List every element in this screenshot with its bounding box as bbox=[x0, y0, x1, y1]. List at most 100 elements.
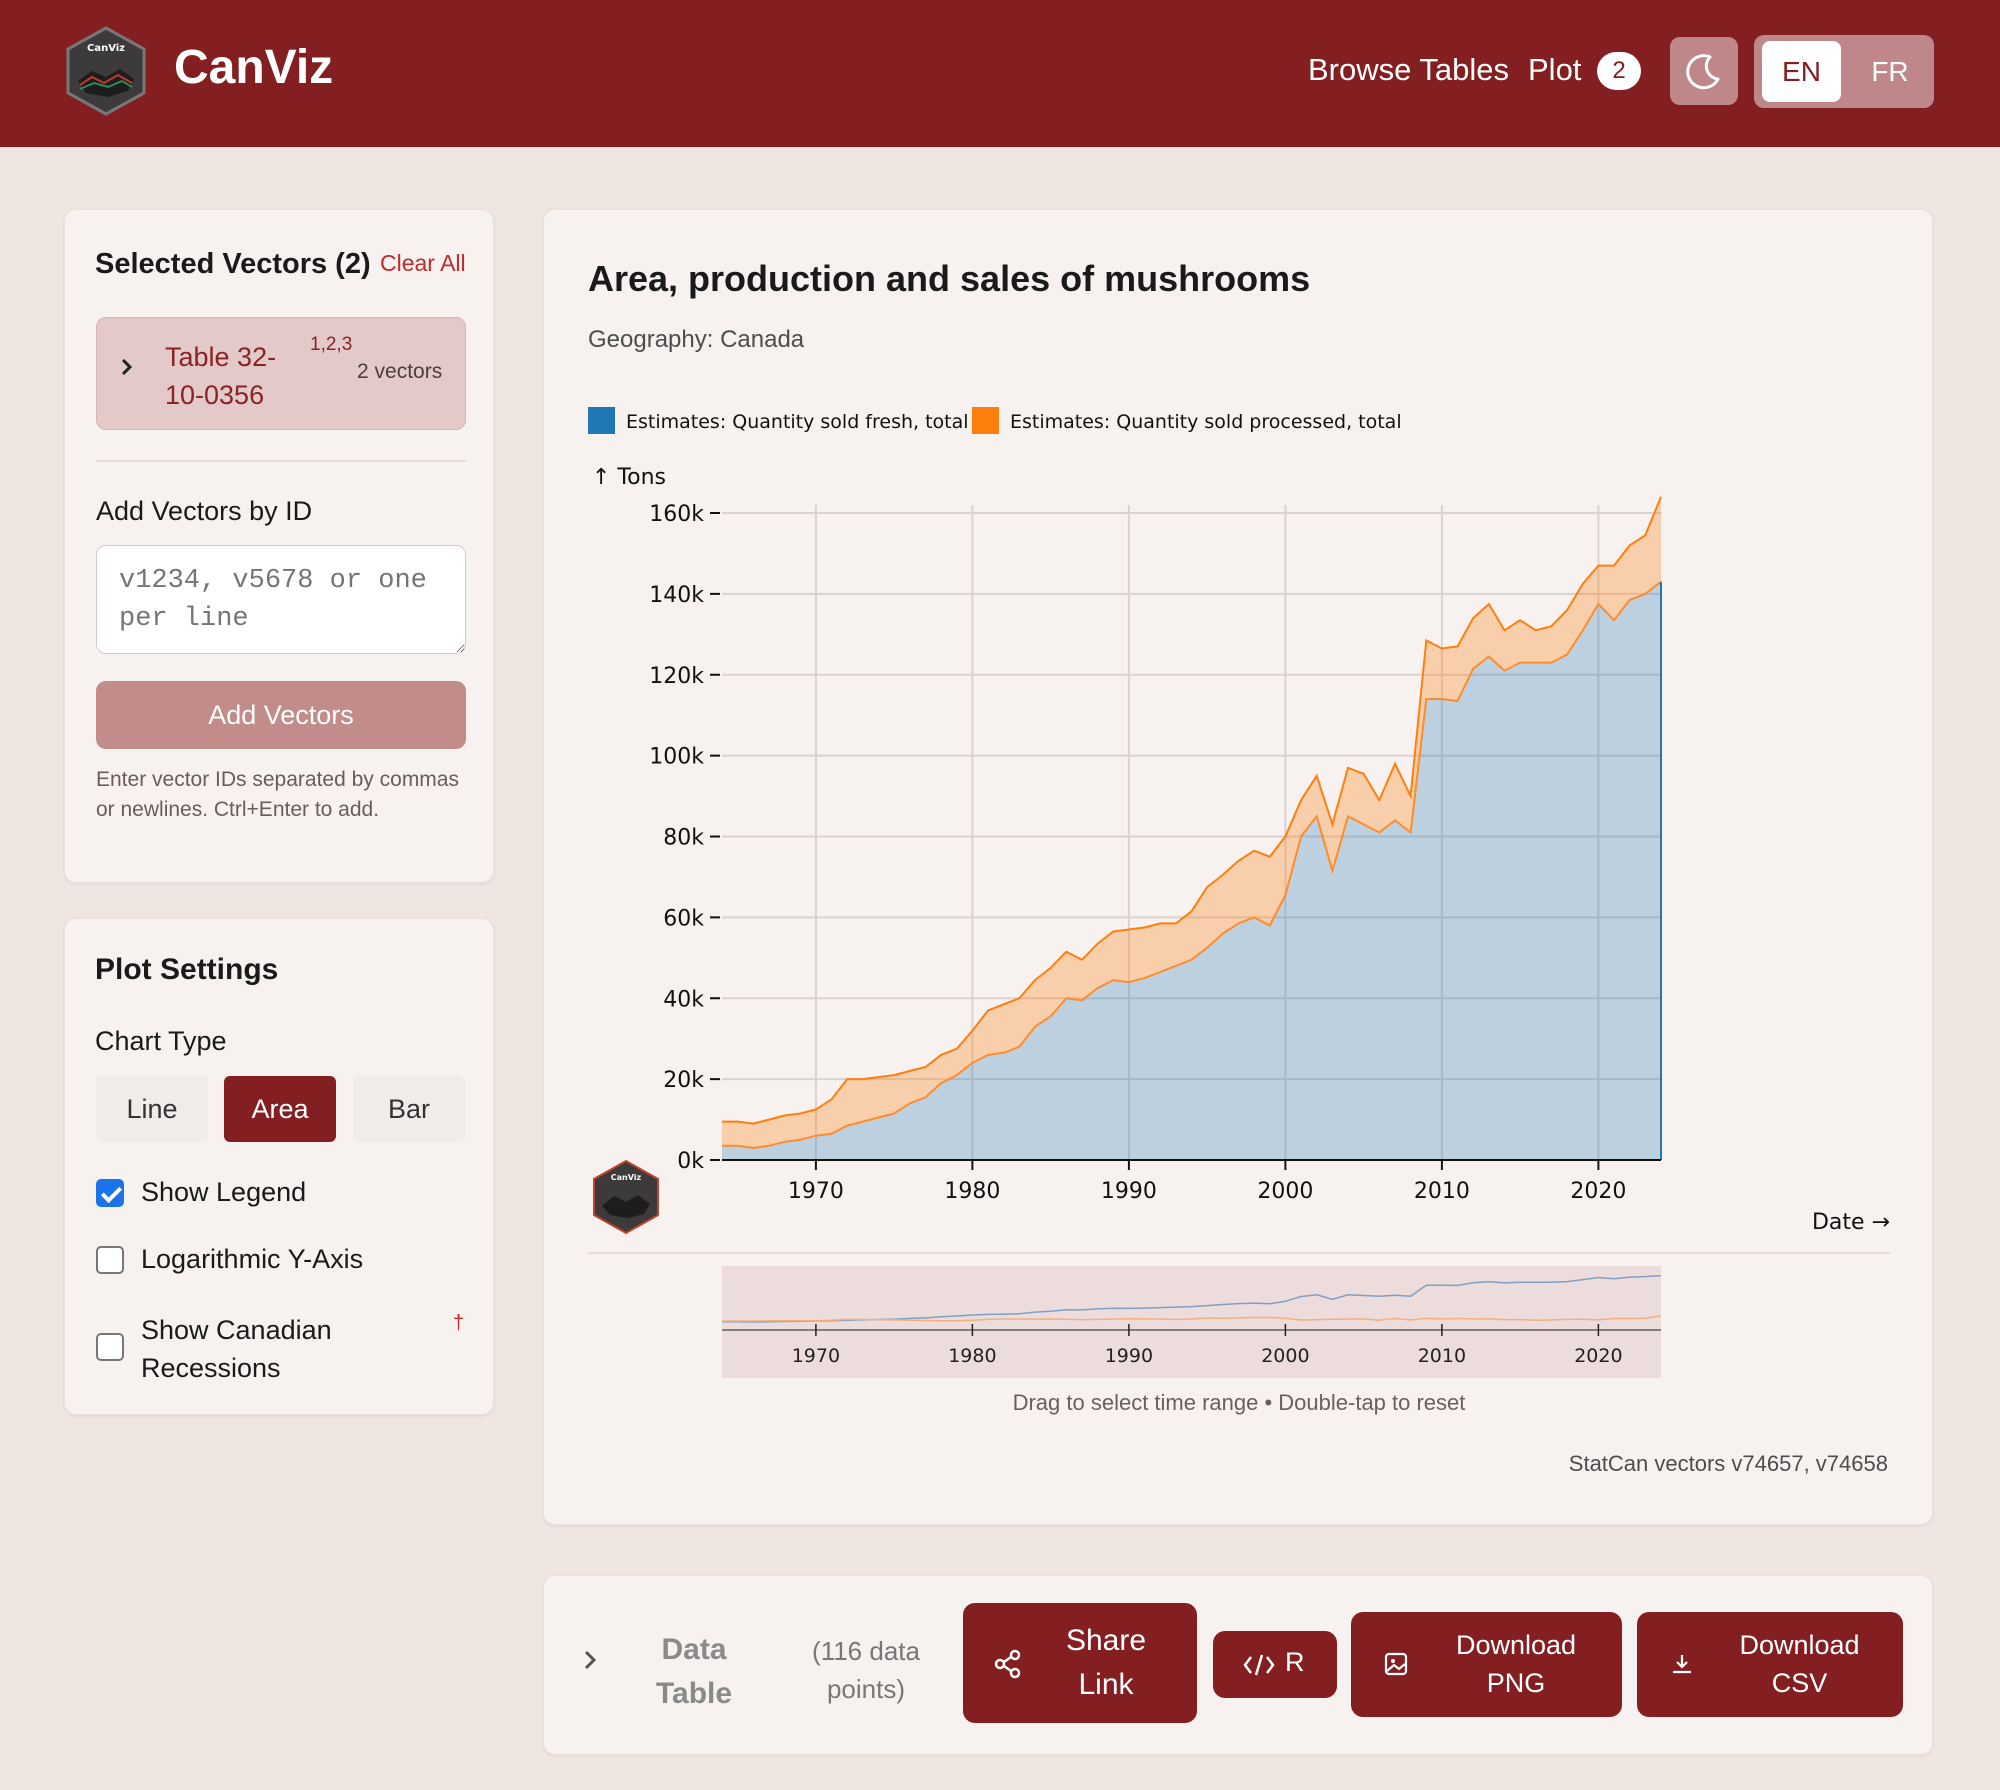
r-code-label: R bbox=[1285, 1647, 1305, 1677]
download-png-label: Download PNG bbox=[1455, 1630, 1577, 1698]
top-nav-bar: CanViz CanViz Browse Tables Plot 2 EN FR bbox=[0, 0, 2000, 147]
add-vectors-heading: Add Vectors by ID bbox=[96, 496, 313, 526]
brush-x-tick-label: 2010 bbox=[1418, 1345, 1466, 1367]
show-legend-checkbox[interactable] bbox=[96, 1179, 124, 1207]
share-link-button[interactable]: Share Link bbox=[963, 1603, 1197, 1723]
nav-browse-tables[interactable]: Browse Tables bbox=[1308, 52, 1510, 87]
brush-background[interactable] bbox=[722, 1266, 1661, 1378]
y-tick-label: 60k bbox=[663, 906, 704, 931]
brush-x-tick-label: 2000 bbox=[1261, 1345, 1309, 1367]
area-chart[interactable]: Estimates: Quantity sold fresh, total Es… bbox=[544, 210, 1934, 1390]
code-icon bbox=[1243, 1654, 1275, 1676]
svg-text:CanViz: CanViz bbox=[87, 43, 125, 54]
legend-swatch-fresh bbox=[588, 407, 615, 434]
chart-type-bar-button[interactable]: Bar bbox=[353, 1076, 465, 1142]
plot-settings-heading: Plot Settings bbox=[95, 953, 279, 986]
r-code-button[interactable]: R bbox=[1213, 1631, 1337, 1698]
log-y-axis-checkbox[interactable] bbox=[96, 1246, 124, 1274]
data-point-count: (116 data points) bbox=[812, 1636, 920, 1704]
brand-title[interactable]: CanViz bbox=[174, 41, 334, 94]
area-series-fresh bbox=[722, 581, 1661, 1160]
y-tick-label: 140k bbox=[649, 583, 704, 608]
x-tick-label: 2020 bbox=[1570, 1179, 1626, 1204]
add-vectors-button[interactable]: Add Vectors bbox=[96, 681, 466, 749]
chart-panel: Area, production and sales of mushrooms … bbox=[543, 209, 1933, 1525]
chart-watermark-logo: CanViz bbox=[593, 1159, 659, 1235]
range-selector-hint: Drag to select time range • Double-tap t… bbox=[1012, 1390, 1466, 1415]
legend-label-processed: Estimates: Quantity sold processed, tota… bbox=[1010, 411, 1402, 433]
divider bbox=[96, 460, 466, 462]
x-axis-label: Date → bbox=[1812, 1210, 1890, 1235]
plot-count-badge: 2 bbox=[1597, 52, 1641, 90]
image-icon bbox=[1384, 1652, 1408, 1676]
chart-title: Area, production and sales of mushrooms bbox=[588, 258, 1311, 299]
source-attribution: StatCan vectors v74657, v74658 bbox=[1568, 1451, 1888, 1476]
share-icon bbox=[994, 1649, 1021, 1679]
y-tick-label: 0k bbox=[677, 1149, 704, 1174]
plot-settings-panel: Plot Settings Chart Type Line Area Bar S… bbox=[64, 918, 494, 1415]
x-tick-label: 2010 bbox=[1414, 1179, 1470, 1204]
y-axis-unit-label: ↑ Tons bbox=[592, 465, 666, 490]
table-chip-vector-count: 2 vectors bbox=[357, 360, 443, 383]
canviz-logo[interactable]: CanViz bbox=[64, 25, 148, 117]
selected-table-chip[interactable]: Table 32-10-0356 1,2,3 2 vectors bbox=[96, 317, 466, 430]
chart-legend: Estimates: Quantity sold fresh, total Es… bbox=[588, 407, 1402, 434]
table-chip-dimensions: 1,2,3 bbox=[310, 334, 353, 355]
chevron-right-icon bbox=[119, 354, 135, 385]
download-icon bbox=[1673, 1655, 1691, 1674]
x-tick-label: 1990 bbox=[1101, 1179, 1157, 1204]
area-series-processed bbox=[722, 496, 1661, 1148]
nav-plot[interactable]: Plot bbox=[1528, 52, 1582, 87]
show-recessions-checkbox[interactable] bbox=[96, 1333, 124, 1361]
y-tick-label: 80k bbox=[663, 826, 704, 851]
language-switcher: EN FR bbox=[1754, 35, 1934, 108]
brush-x-tick-label: 1990 bbox=[1105, 1345, 1153, 1367]
brush-sparklines: 1970 1980 1990 2000 2010 2020 bbox=[722, 1274, 1662, 1367]
recessions-footnote-marker: † bbox=[453, 1312, 465, 1334]
brush-line-processed bbox=[722, 1315, 1662, 1322]
line-series-fresh-top bbox=[722, 580, 1662, 1149]
x-tick-label: 1970 bbox=[788, 1179, 844, 1204]
chart-type-line-button[interactable]: Line bbox=[96, 1076, 208, 1142]
log-y-axis-label[interactable]: Logarithmic Y-Axis bbox=[141, 1244, 364, 1274]
chart-type-area-button[interactable]: Area bbox=[224, 1076, 336, 1142]
y-tick-label: 100k bbox=[649, 745, 704, 770]
legend-swatch-processed bbox=[972, 407, 999, 434]
data-table-toggle[interactable]: Data Table bbox=[655, 1633, 733, 1710]
line-series-processed-top bbox=[722, 496, 1662, 1125]
time-range-brush[interactable]: 1970 1980 1990 2000 2010 2020 bbox=[722, 1266, 1662, 1378]
download-csv-label: Download CSV bbox=[1739, 1630, 1860, 1698]
selected-vectors-panel: Selected Vectors (2) Clear All Table 32-… bbox=[64, 209, 494, 883]
data-table-bar: Data Table (116 data points) Share Link … bbox=[543, 1575, 1933, 1755]
x-tick-label: 2000 bbox=[1257, 1179, 1313, 1204]
dark-mode-toggle[interactable] bbox=[1670, 37, 1738, 105]
chart-geography: Geography: Canada bbox=[588, 326, 805, 353]
y-tick-label: 20k bbox=[663, 1068, 704, 1093]
brush-x-tick-label: 1970 bbox=[792, 1345, 840, 1367]
vector-id-input[interactable] bbox=[96, 545, 466, 654]
add-vectors-help-text: Enter vector IDs separated by commas or … bbox=[96, 768, 459, 821]
share-link-label: Share Link bbox=[1065, 1624, 1147, 1701]
chart-areas bbox=[722, 496, 1662, 1160]
download-png-button[interactable]: Download PNG bbox=[1351, 1612, 1622, 1717]
brush-x-tick-label: 1980 bbox=[948, 1345, 996, 1367]
download-csv-button[interactable]: Download CSV bbox=[1637, 1612, 1903, 1717]
moon-icon bbox=[1686, 54, 1720, 90]
x-tick-label: 1980 bbox=[944, 1179, 1000, 1204]
show-recessions-label[interactable]: Show Canadian Recessions bbox=[141, 1315, 332, 1383]
clear-all-link[interactable]: Clear All bbox=[380, 250, 466, 276]
show-legend-label[interactable]: Show Legend bbox=[141, 1177, 307, 1207]
lang-fr-button[interactable]: FR bbox=[1871, 56, 1909, 87]
y-tick-label: 160k bbox=[649, 502, 704, 527]
y-tick-label: 120k bbox=[649, 664, 704, 689]
legend-label-fresh: Estimates: Quantity sold fresh, total bbox=[626, 411, 969, 433]
brush-x-tick-label: 2020 bbox=[1574, 1345, 1622, 1367]
chart-axes: 0k 20k 40k 60k 80k 100k 120k 140k 160k 1970 1980 19… bbox=[649, 502, 1661, 1204]
table-chip-title: Table 32-10-0356 bbox=[165, 342, 277, 410]
chart-type-label: Chart Type bbox=[95, 1026, 227, 1056]
selected-vectors-heading: Selected Vectors (2) bbox=[95, 248, 371, 280]
lang-en-button[interactable]: EN bbox=[1762, 41, 1841, 102]
y-tick-label: 40k bbox=[663, 987, 704, 1012]
chevron-right-icon[interactable] bbox=[582, 1648, 598, 1679]
svg-text:CanViz: CanViz bbox=[611, 1173, 642, 1182]
